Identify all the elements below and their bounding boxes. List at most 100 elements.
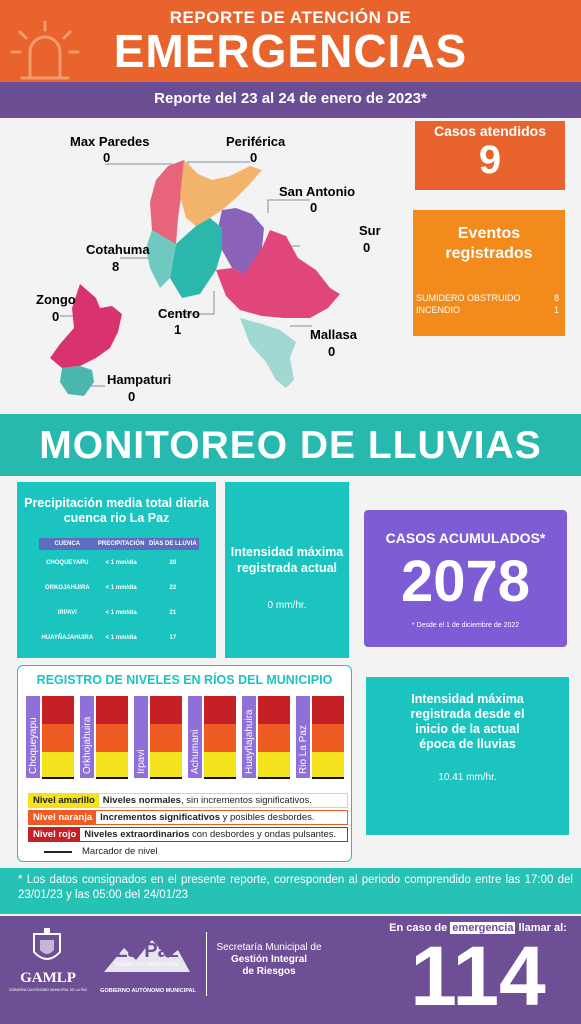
footer-divider <box>206 932 207 996</box>
page-title: EMERGENCIAS <box>113 25 468 77</box>
table-cell: CHOQUEYAPU <box>46 559 89 566</box>
legend-red-desc-bold: Niveles extraordinarios <box>84 829 190 840</box>
emergency-phone[interactable]: 114 <box>410 929 546 1023</box>
river-level-band <box>42 724 74 752</box>
river-name: Irpavi <box>136 750 147 774</box>
legend-marker: Marcador de nivel <box>28 846 348 857</box>
value-mallasa: 0 <box>328 344 335 359</box>
table-row: CHOQUEYAPU < 1 mm/día 28 <box>39 550 199 575</box>
table-cell: ORKOJAHUIRA <box>44 584 90 591</box>
legend-red-desc: con desbordes y ondas pulsantes. <box>189 829 337 840</box>
precipitation-title: Precipitación media total diaria cuenca … <box>24 496 209 525</box>
district-map: Max Paredes 0 Periférica 0 San Antonio 0… <box>36 134 381 404</box>
accumulated-cases-note: * Desde el 1 de diciembre de 2022 <box>411 622 520 629</box>
siren-icon <box>10 20 80 80</box>
gamlp-logo-text: GAMLP <box>20 970 76 986</box>
note-band <box>0 868 581 914</box>
current-intensity-value: 0 mm/hr. <box>267 600 307 611</box>
label-periferica: Periférica <box>226 134 286 149</box>
table-row: HUAYÑAJAHUIRA < 1 mm/día 17 <box>39 625 199 650</box>
legend-red: Nivel rojo Niveles extraordinarios con d… <box>28 827 348 842</box>
river-level-band <box>96 752 128 778</box>
river-level-band <box>150 696 182 724</box>
district-hampaturi <box>60 366 94 396</box>
current-intensity-card: Intensidad máxima registrada actual 0 mm… <box>225 482 349 658</box>
table-cell: < 1 mm/día <box>105 634 137 641</box>
river-label-bg <box>242 696 256 778</box>
season-intensity-card: Intensidad máxima registrada desde el in… <box>366 677 569 835</box>
header-line1: REPORTE DE ATENCIÓN DE <box>169 8 412 27</box>
secretaria-block: Secretaría Municipal de Gestión Integral… <box>214 942 324 978</box>
river-level-band <box>312 752 344 778</box>
value-zongo: 0 <box>52 309 59 324</box>
district-periferica <box>180 160 262 226</box>
river-level-band <box>258 752 290 778</box>
table-cell: < 1 mm/día <box>105 559 137 566</box>
table-row: IRPAVI < 1 mm/día 21 <box>39 600 199 625</box>
call-emphasis: emergencia <box>450 922 516 934</box>
legend-orange-level: Nivel naranja <box>29 811 97 824</box>
legend-yellow-desc: , sin incrementos significativos. <box>180 795 312 806</box>
river-name: Huayñajahuira <box>244 709 255 774</box>
district-mallasa <box>240 318 296 388</box>
gob-label: GOBIERNO AUTÓNOMO MUNICIPAL <box>100 988 196 994</box>
label-mallasa: Mallasa <box>310 327 358 342</box>
river-level-band <box>204 724 236 752</box>
event-row: INCENDIO 1 <box>413 304 565 316</box>
river-name: Rio La Paz <box>298 725 309 774</box>
table-header: DÍAS DE LLUVIA <box>146 538 199 550</box>
river-level-band <box>96 696 128 724</box>
label-cotahuma: Cotahuma <box>86 242 150 257</box>
footnote: * Los datos consignados en el presente r… <box>18 874 573 901</box>
event-value: 8 <box>553 293 559 303</box>
river-level-band <box>96 724 128 752</box>
call-pre: En caso de <box>389 922 448 934</box>
precipitation-card: Precipitación media total diaria cuenca … <box>17 482 216 658</box>
river-levels-title: REGISTRO DE NIVELES EN RÍOS DEL MUNICIPI… <box>36 673 333 687</box>
table-header: PRECIPITACIÓN <box>95 538 147 550</box>
secretaria-line3: de Riesgos <box>242 966 296 977</box>
value-san-antonio: 0 <box>310 200 317 215</box>
gamlp-logo-sub: GOBIERNO AUTÓNOMO MUNICIPAL DE LA PAZ <box>8 988 88 992</box>
header-band <box>0 0 581 84</box>
event-row: SUMIDERO OBSTRUIDO 8 <box>413 292 565 304</box>
label-sur: Sur <box>359 223 381 238</box>
value-centro: 1 <box>174 322 181 337</box>
legend-yellow-desc-bold: Niveles normales <box>102 795 181 806</box>
river-level-band <box>312 696 344 724</box>
secretaria-line2: Gestión Integral <box>230 954 308 965</box>
legend-orange-desc: y posibles desbordes. <box>219 812 315 823</box>
cases-attended-label: Casos atendidos <box>433 123 547 139</box>
river-level-band <box>204 696 236 724</box>
cases-attended-value: 9 <box>478 138 502 182</box>
label-max-paredes: Max Paredes <box>70 134 150 149</box>
accumulated-cases-card: CASOS ACUMULADOS* 2078 * Desde el 1 de d… <box>364 510 567 647</box>
lapaz-mountain-icon <box>104 940 190 972</box>
accumulated-cases-value: 2078 <box>400 549 531 614</box>
value-cotahuma: 8 <box>112 259 119 274</box>
secretaria-line1: Secretaría Municipal de <box>216 942 322 953</box>
river-label-bg <box>80 696 94 778</box>
season-intensity-value: 10.41 mm/hr. <box>438 772 497 783</box>
label-centro: Centro <box>158 306 200 321</box>
river-level-band <box>42 696 74 724</box>
gamlp-crest-icon <box>33 928 61 960</box>
river-label-bg <box>296 696 310 778</box>
value-hampaturi: 0 <box>128 389 135 404</box>
table-cell: < 1 mm/día <box>105 609 137 616</box>
report-period: Reporte del 23 al 24 de enero de 2023* <box>154 90 427 107</box>
period-band <box>0 82 581 118</box>
current-intensity-label: Intensidad máxima registrada actual <box>230 545 344 575</box>
river-level-band <box>42 752 74 778</box>
value-sur: 0 <box>363 240 370 255</box>
table-cell: 22 <box>169 584 177 591</box>
label-zongo: Zongo <box>36 292 76 307</box>
district-san-antonio <box>218 208 264 274</box>
legend-yellow: Nivel amarillo Niveles normales, sin inc… <box>28 793 348 808</box>
river-name: Orkhojahuira <box>82 716 93 774</box>
river-levels-panel: REGISTRO DE NIVELES EN RÍOS DEL MUNICIPI… <box>17 665 352 862</box>
table-cell: 28 <box>169 559 177 566</box>
cases-attended-card: Casos atendidos 9 <box>415 121 565 190</box>
river-label-bg <box>188 696 202 778</box>
table-cell: HUAYÑAJAHUIRA <box>41 634 94 641</box>
